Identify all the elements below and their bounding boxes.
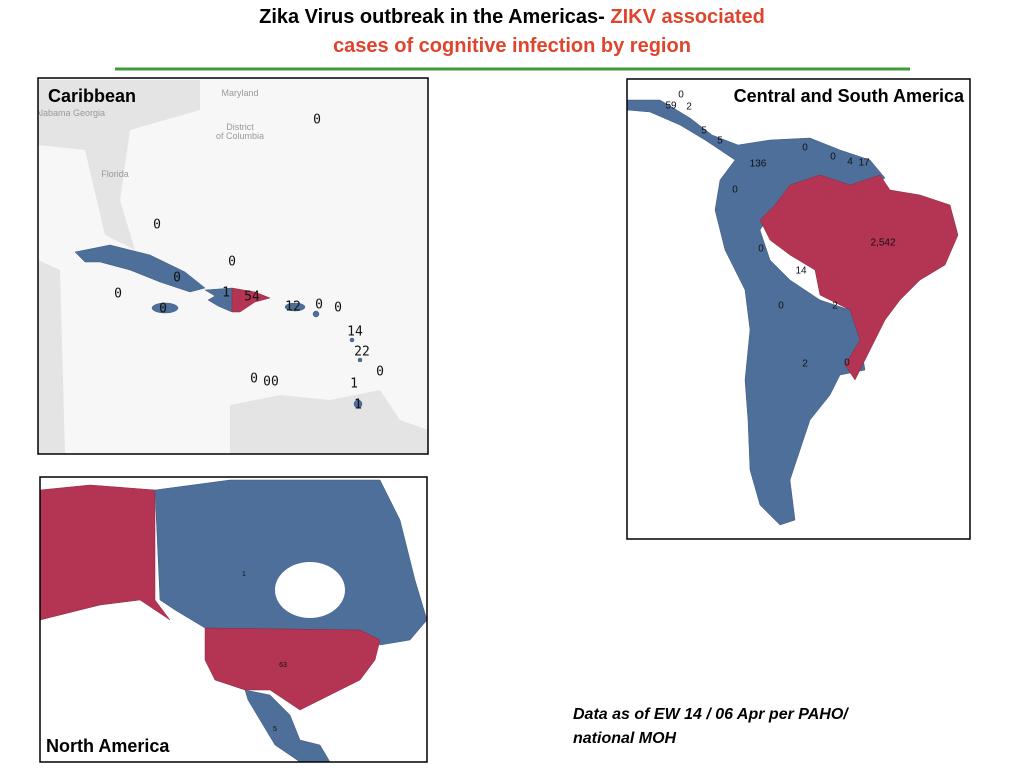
region-case-count: 1 [222, 286, 230, 301]
place-name: District [226, 122, 254, 132]
region-case-count: 59 [665, 101, 677, 112]
region-case-count: 1 [350, 377, 358, 392]
place-name: of Columbia [216, 131, 264, 141]
region-case-count: 0 [678, 90, 684, 101]
map-frame [626, 78, 971, 540]
region-case-count: 54 [244, 290, 260, 305]
title-red: ZIKV associated [610, 6, 765, 28]
region-case-count: 0 [173, 271, 181, 286]
region-case-count: 14 [347, 325, 363, 340]
region-case-count: 0 [159, 302, 167, 317]
title-black: Zika Virus outbreak in the Americas- [259, 6, 605, 28]
region-case-count: 2 [832, 301, 838, 312]
region-case-count: 0 [778, 301, 784, 312]
place-name: Maryland [221, 88, 258, 98]
region-case-count: 17 [858, 158, 870, 169]
region-case-count: 2 [686, 102, 692, 113]
region-case-count: 5 [717, 136, 723, 147]
title-line-2: cases of cognitive infection by region [333, 35, 691, 57]
region-case-count: 0 [228, 255, 236, 270]
region-case-count: 0 [844, 358, 850, 369]
region-case-count: 0 [250, 372, 258, 387]
map-name: North America [46, 736, 170, 756]
region-case-count: 136 [750, 159, 767, 170]
region-case-count: 12 [285, 300, 301, 315]
place-name: Florida [101, 169, 129, 179]
region-case-count: 14 [795, 266, 807, 277]
region-case-count: 22 [354, 345, 370, 360]
title-line-1: Zika Virus outbreak in the Americas- ZIK… [259, 6, 765, 28]
region-case-count: 2,542 [870, 238, 895, 249]
footnote: national MOH [573, 730, 677, 747]
region-case-count: 1 [354, 398, 362, 413]
region-case-count: 00 [263, 375, 279, 390]
region-case-count: 2 [802, 359, 808, 370]
region-case-count: 0 [334, 301, 342, 316]
map-frame [39, 476, 428, 763]
north-america-map [40, 479, 427, 762]
region-case-count: 4 [847, 157, 853, 168]
region-case-count: 0 [114, 287, 122, 302]
region-case-count: 63 [279, 662, 287, 669]
region-case-count: 0 [153, 218, 161, 233]
region-case-count: 0 [758, 244, 764, 255]
region-case-count: 0 [376, 365, 384, 380]
map-frame [37, 77, 429, 455]
region-case-count: 0 [313, 113, 321, 128]
region-case-count: 5 [273, 726, 277, 733]
region-case-count: 0 [802, 143, 808, 154]
region-case-count: 5 [701, 126, 707, 137]
region-case-count: 0 [830, 152, 836, 163]
south-america-map [627, 99, 959, 526]
region-case-count: 1 [242, 571, 246, 578]
place-name: Alabama Georgia [35, 108, 105, 118]
region-case-count: 0 [732, 185, 738, 196]
caribbean-map: Maryland Alabama Georgia District of Col… [35, 78, 428, 454]
footnote: Data as of EW 14 / 06 Apr per PAHO/ [573, 706, 849, 723]
map-name: Caribbean [48, 86, 136, 106]
region-case-count: 0 [315, 298, 323, 313]
map-name: Central and South America [734, 86, 965, 106]
